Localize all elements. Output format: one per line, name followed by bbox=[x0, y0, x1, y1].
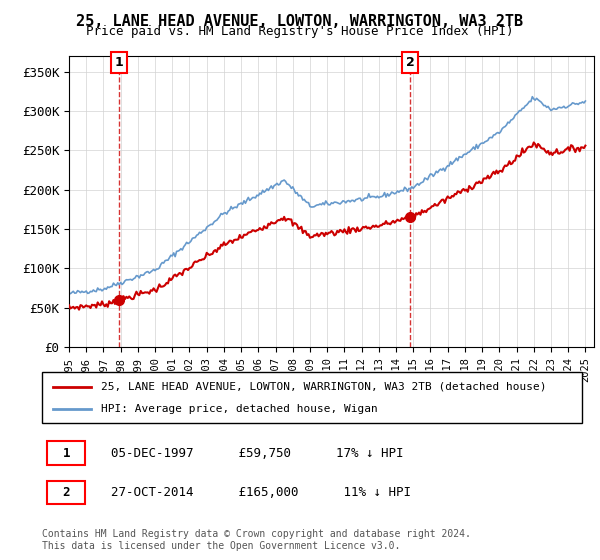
Text: 1: 1 bbox=[62, 447, 70, 460]
Text: 25, LANE HEAD AVENUE, LOWTON, WARRINGTON, WA3 2TB: 25, LANE HEAD AVENUE, LOWTON, WARRINGTON… bbox=[76, 14, 524, 29]
Text: Contains HM Land Registry data © Crown copyright and database right 2024.
This d: Contains HM Land Registry data © Crown c… bbox=[42, 529, 471, 551]
Text: 27-OCT-2014      £165,000      11% ↓ HPI: 27-OCT-2014 £165,000 11% ↓ HPI bbox=[96, 486, 411, 499]
FancyBboxPatch shape bbox=[47, 441, 85, 465]
FancyBboxPatch shape bbox=[47, 480, 85, 504]
Text: 1: 1 bbox=[115, 56, 124, 69]
FancyBboxPatch shape bbox=[42, 372, 582, 423]
Text: 25, LANE HEAD AVENUE, LOWTON, WARRINGTON, WA3 2TB (detached house): 25, LANE HEAD AVENUE, LOWTON, WARRINGTON… bbox=[101, 381, 547, 391]
Text: 2: 2 bbox=[406, 56, 415, 69]
Text: HPI: Average price, detached house, Wigan: HPI: Average price, detached house, Wiga… bbox=[101, 404, 378, 414]
Text: 05-DEC-1997      £59,750      17% ↓ HPI: 05-DEC-1997 £59,750 17% ↓ HPI bbox=[96, 447, 404, 460]
Text: Price paid vs. HM Land Registry's House Price Index (HPI): Price paid vs. HM Land Registry's House … bbox=[86, 25, 514, 38]
Text: 2: 2 bbox=[62, 486, 70, 499]
